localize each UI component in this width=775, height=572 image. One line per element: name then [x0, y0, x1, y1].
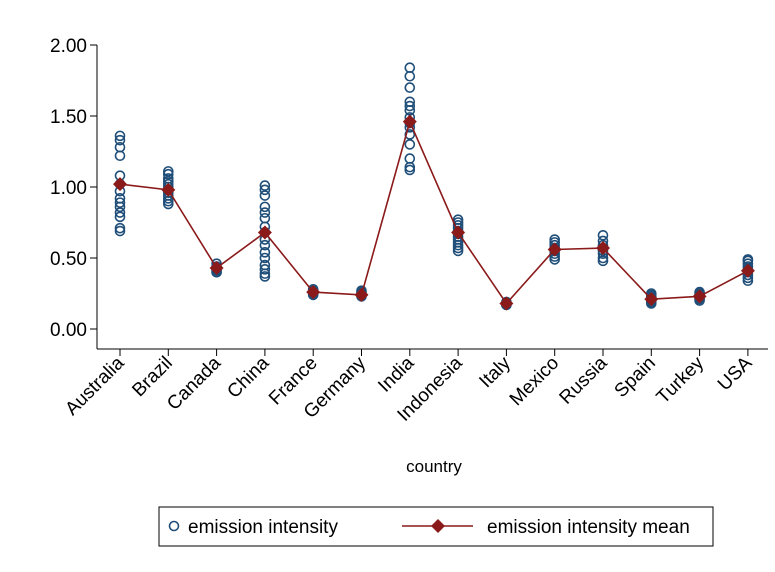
mean-diamond [113, 177, 127, 192]
scatter-point [114, 222, 126, 234]
mean-diamond [451, 225, 466, 240]
scatter-point [404, 139, 416, 150]
mean-diamond [306, 285, 321, 300]
scatter-point [452, 239, 464, 251]
scatter-point [452, 245, 464, 257]
legend-box [158, 506, 714, 547]
mean-diamond [692, 289, 707, 304]
scatter-point [404, 100, 416, 112]
mean-diamond [354, 287, 369, 302]
y-tick-label: 2.00 [50, 36, 87, 57]
scatter-point [452, 242, 464, 254]
scatter-point [114, 130, 126, 142]
scatter-point [597, 255, 609, 267]
scatter-point [114, 134, 126, 146]
scatter-point [259, 239, 271, 251]
mean-diamond [740, 263, 755, 278]
scatter-point [404, 70, 416, 82]
legend-diamond-marker [431, 519, 445, 533]
scatter-point [404, 161, 416, 173]
scatter-point [114, 225, 126, 237]
scatter-point [259, 268, 271, 279]
legend-label-emission-intensity: emission intensity [188, 517, 338, 538]
scatter-point [163, 166, 174, 177]
mean-series [113, 114, 755, 311]
scatter-point [114, 201, 126, 213]
mean-diamond [644, 292, 659, 307]
scatter-point [259, 271, 271, 282]
scatter-point [404, 129, 416, 140]
y-tick-label: 1.00 [50, 178, 87, 199]
scatter-point [114, 197, 126, 208]
scatter-point [163, 198, 174, 210]
scatter-point [259, 252, 271, 264]
mean-diamond [547, 242, 562, 257]
scatter-point [404, 82, 416, 93]
scatter-point [114, 211, 126, 223]
y-axis: 0.00 0.50 1.00 1.50 2.00 [50, 36, 98, 349]
x-axis-title: country [406, 457, 462, 476]
scatter-point [259, 247, 271, 258]
mean-diamond [161, 182, 176, 197]
mean-diamond [209, 260, 224, 275]
scatter-point [259, 264, 271, 275]
y-tick-label: 0.50 [50, 249, 87, 270]
mean-diamond [499, 296, 514, 311]
legend: emission intensity emission intensity me… [158, 506, 714, 547]
mean-line [119, 119, 749, 305]
scatter-point [163, 168, 174, 180]
legend-label-emission-intensity-mean: emission intensity mean [487, 517, 690, 538]
scatter-point [114, 207, 126, 218]
scatter-point [259, 190, 271, 201]
scatter-point [404, 164, 416, 176]
scatter-point [259, 180, 271, 191]
scatter-point [259, 207, 271, 218]
scatter-point [259, 184, 271, 196]
mean-diamond [596, 241, 610, 256]
scatter-point [597, 229, 609, 241]
legend-circle-marker [168, 520, 180, 532]
scatter-point [114, 150, 126, 162]
y-tick-label: 1.50 [50, 107, 87, 128]
mean-diamond [402, 114, 417, 129]
scatter-point [259, 201, 271, 213]
y-tick-label: 0.00 [50, 320, 87, 341]
mean-diamond [257, 225, 272, 240]
